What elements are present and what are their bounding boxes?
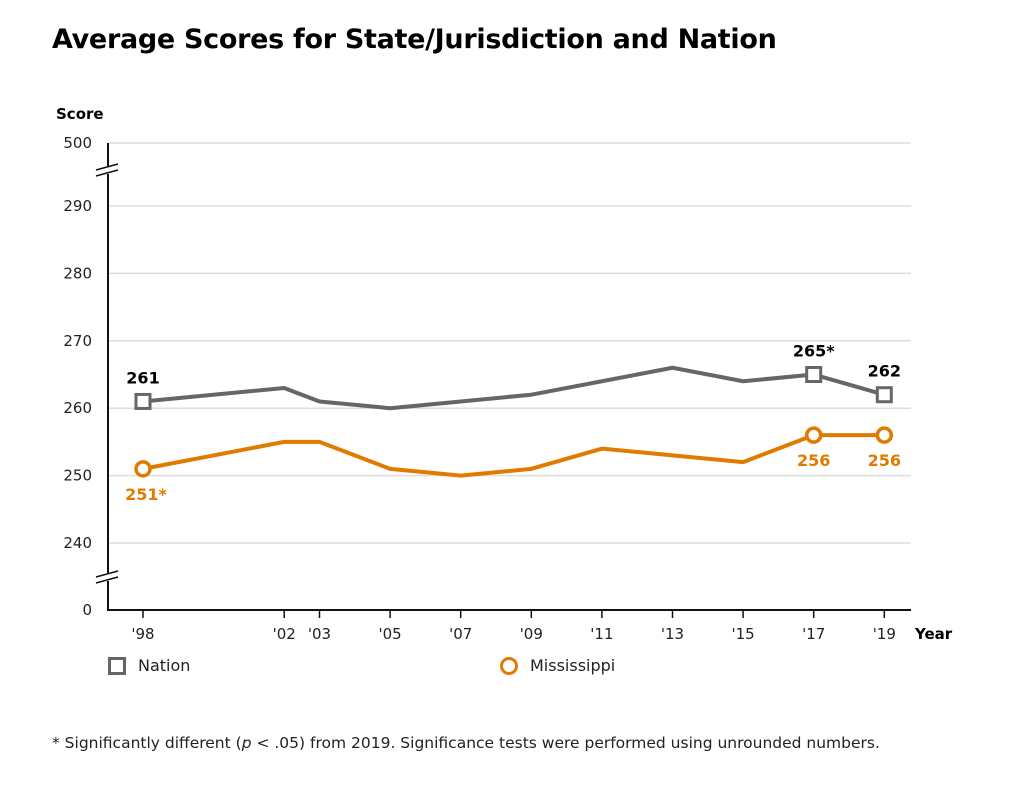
x-tick-labels: '98 '02 '03 '05 '07 '09 '11 '13 '15 '17 '19 xyxy=(131,610,896,643)
y-tick-labels: 500 290 280 270 260 250 240 0 xyxy=(63,134,92,619)
marker-nation xyxy=(134,392,152,410)
marker-nation xyxy=(875,386,893,404)
y-tick-label: 290 xyxy=(63,197,92,215)
marker-nation xyxy=(805,366,823,383)
axis-break-mark xyxy=(95,169,119,177)
axis-break-mark xyxy=(95,576,119,584)
marker-mississippi xyxy=(804,426,823,444)
data-label-mississippi: 256 xyxy=(868,451,901,470)
marker-mississippi xyxy=(875,426,894,444)
x-tick-label: '09 xyxy=(520,625,543,643)
footnote: * Significantly different (p < .05) from… xyxy=(52,734,880,752)
axis-break-bottom xyxy=(95,570,119,584)
data-label-nation: 262 xyxy=(868,362,901,381)
footnote-prefix: * Significantly different ( xyxy=(52,734,242,752)
y-tick-label: 250 xyxy=(63,467,92,485)
y-axis-title: Score xyxy=(56,105,104,123)
data-label-mississippi: 256 xyxy=(797,451,830,470)
x-tick-label: '11 xyxy=(590,625,613,643)
marker-mississippi xyxy=(134,460,152,478)
axis-break-top xyxy=(95,163,119,177)
footnote-p: p xyxy=(241,734,252,752)
x-tick-label: '19 xyxy=(873,625,896,643)
y-tick-label: 270 xyxy=(63,332,92,350)
x-tick-label: '02 xyxy=(273,625,296,643)
gridlines xyxy=(108,142,911,544)
data-label-nation: 261 xyxy=(126,368,159,387)
x-tick-label: '98 xyxy=(131,625,154,643)
series-line-nation xyxy=(142,365,885,411)
square-marker-icon xyxy=(108,656,126,675)
axis-break-gap xyxy=(105,573,111,581)
y-tick-label: 500 xyxy=(63,134,92,152)
chart-title: Average Scores for State/Jurisdiction an… xyxy=(52,24,777,55)
legend-label-nation: Nation xyxy=(138,656,191,675)
circle-marker-icon xyxy=(500,656,518,675)
x-tick-label: '17 xyxy=(802,625,825,643)
legend-label-mississippi: Mississippi xyxy=(530,656,616,675)
x-tick-label: '05 xyxy=(378,625,401,643)
footnote-text: < .05) from 2019. Significance tests wer… xyxy=(251,734,880,752)
x-tick-label: '13 xyxy=(661,625,684,643)
axis-break-mark xyxy=(95,570,119,578)
series-lines xyxy=(134,365,894,478)
y-tick-label: 260 xyxy=(63,399,92,417)
data-label-mississippi: 251* xyxy=(125,485,167,504)
series-line-mississippi xyxy=(142,433,885,478)
y-tick-label: 0 xyxy=(82,601,92,619)
data-label-nation: 265* xyxy=(793,342,835,361)
data-labels: 261 265* 262 251* 256 256 xyxy=(125,342,901,504)
axes xyxy=(95,143,911,611)
x-tick-label: '15 xyxy=(731,625,754,643)
x-tick-label: '07 xyxy=(449,625,472,643)
x-tick-label: '03 xyxy=(308,625,331,643)
y-tick-label: 240 xyxy=(63,534,92,552)
x-axis-title: Year xyxy=(914,625,953,643)
axis-break-mark xyxy=(95,163,119,171)
y-tick-label: 280 xyxy=(63,264,92,282)
legend-item-mississippi: Mississippi xyxy=(500,656,615,675)
axis-break-gap xyxy=(105,166,111,174)
legend-item-nation: Nation xyxy=(108,656,190,675)
